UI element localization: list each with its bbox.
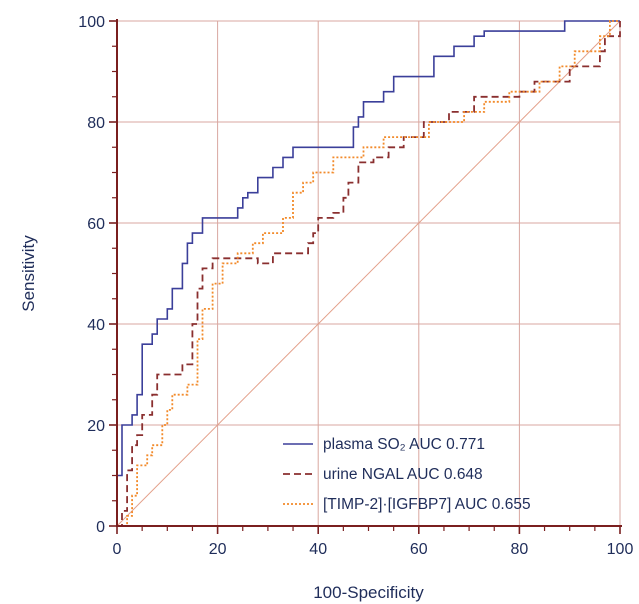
y-axis-title: Sensitivity	[19, 235, 38, 312]
x-tick-label: 0	[113, 541, 122, 558]
y-tick-label: 80	[87, 115, 105, 132]
reference-diagonal	[116, 20, 621, 527]
x-tick-label: 60	[410, 541, 428, 558]
y-tick-label: 20	[87, 418, 105, 435]
series-group	[116, 20, 621, 527]
y-tick-label: 60	[87, 216, 105, 233]
x-tick-label: 100	[607, 541, 634, 558]
y-tick-label: 40	[87, 317, 105, 334]
series-line-1	[116, 20, 620, 526]
x-axis-title: 100-Specificity	[313, 583, 424, 602]
x-tick-label: 40	[309, 541, 327, 558]
legend-label-1: plasma SO₂ AUC 0.771	[323, 436, 485, 453]
series-line-3	[117, 20, 620, 527]
y-tick-label: 100	[78, 14, 105, 31]
x-tick-label: 20	[209, 541, 227, 558]
axes	[109, 19, 622, 534]
tick-labels: 0 20 40 60 80 100 0 20 40 60 80 100	[78, 14, 633, 558]
y-tick-label: 0	[96, 519, 105, 536]
legend: plasma SO₂ AUC 0.771 urine NGAL AUC 0.648…	[283, 436, 531, 513]
legend-label-2: urine NGAL AUC 0.648	[323, 466, 483, 483]
legend-label-3: [TIMP-2]·[IGFBP7] AUC 0.655	[323, 496, 531, 513]
series-line-2	[117, 21, 621, 527]
x-tick-label: 80	[511, 541, 529, 558]
grid-lines	[117, 20, 621, 526]
